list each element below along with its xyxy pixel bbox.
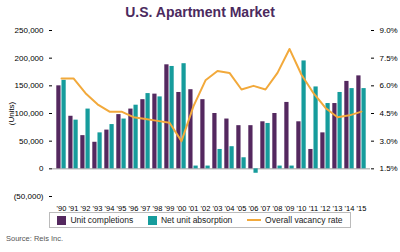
svg-text:250,000: 250,000 bbox=[15, 26, 44, 35]
svg-text:'98: '98 bbox=[153, 204, 163, 212]
svg-text:'09: '09 bbox=[285, 204, 295, 212]
html-text:Overall vacancy rate: Overall vacancy rate bbox=[265, 215, 343, 225]
svg-text:'00: '00 bbox=[177, 204, 187, 212]
svg-text:'99: '99 bbox=[165, 204, 175, 212]
svg-text:4.5%: 4.5% bbox=[380, 109, 398, 118]
svg-text:6.0%: 6.0% bbox=[380, 81, 398, 90]
svg-text:'14: '14 bbox=[345, 204, 355, 212]
svg-text:(Units): (Units) bbox=[7, 101, 16, 125]
svg-text:'06: '06 bbox=[249, 204, 259, 212]
svg-text:'94: '94 bbox=[105, 204, 115, 212]
svg-text:'04: '04 bbox=[225, 204, 235, 212]
svg-text:'07: '07 bbox=[261, 204, 271, 212]
svg-text:'02: '02 bbox=[201, 204, 211, 212]
svg-text:50,000: 50,000 bbox=[19, 137, 44, 146]
svg-text:0: 0 bbox=[39, 164, 44, 173]
svg-text:'92: '92 bbox=[81, 204, 91, 212]
svg-text:'91: '91 bbox=[69, 204, 79, 212]
html-text:Unit completions: Unit completions bbox=[70, 215, 134, 225]
svg-text:9.0%: 9.0% bbox=[380, 26, 398, 35]
svg-text:'95: '95 bbox=[117, 204, 127, 212]
svg-text:'05: '05 bbox=[237, 204, 247, 212]
svg-text:'93: '93 bbox=[93, 204, 103, 212]
svg-text:'03: '03 bbox=[213, 204, 223, 212]
svg-text:7.5%: 7.5% bbox=[380, 54, 398, 63]
svg-text:'08: '08 bbox=[273, 204, 283, 212]
svg-text:'90: '90 bbox=[57, 204, 67, 212]
svg-text:'15: '15 bbox=[357, 204, 367, 212]
html-text:U.S. Apartment Market: U.S. Apartment Market bbox=[125, 4, 275, 20]
svg-text:1.5%: 1.5% bbox=[380, 164, 398, 173]
svg-text:'12: '12 bbox=[321, 204, 331, 212]
html-text:Net unit absorption: Net unit absorption bbox=[161, 215, 233, 225]
svg-text:3.0%: 3.0% bbox=[380, 137, 398, 146]
svg-text:'96: '96 bbox=[129, 204, 139, 212]
svg-text:'13: '13 bbox=[333, 204, 343, 212]
svg-text:100,000: 100,000 bbox=[15, 109, 44, 118]
html-text:Source: Reis Inc.: Source: Reis Inc. bbox=[6, 234, 64, 243]
svg-text:(50,000): (50,000) bbox=[14, 192, 44, 201]
svg-text:'01: '01 bbox=[189, 204, 199, 212]
svg-text:'10: '10 bbox=[297, 204, 307, 212]
svg-text:'97: '97 bbox=[141, 204, 151, 212]
svg-text:200,000: 200,000 bbox=[15, 54, 44, 63]
svg-text:'11: '11 bbox=[309, 204, 318, 212]
svg-text:150,000: 150,000 bbox=[15, 81, 44, 90]
